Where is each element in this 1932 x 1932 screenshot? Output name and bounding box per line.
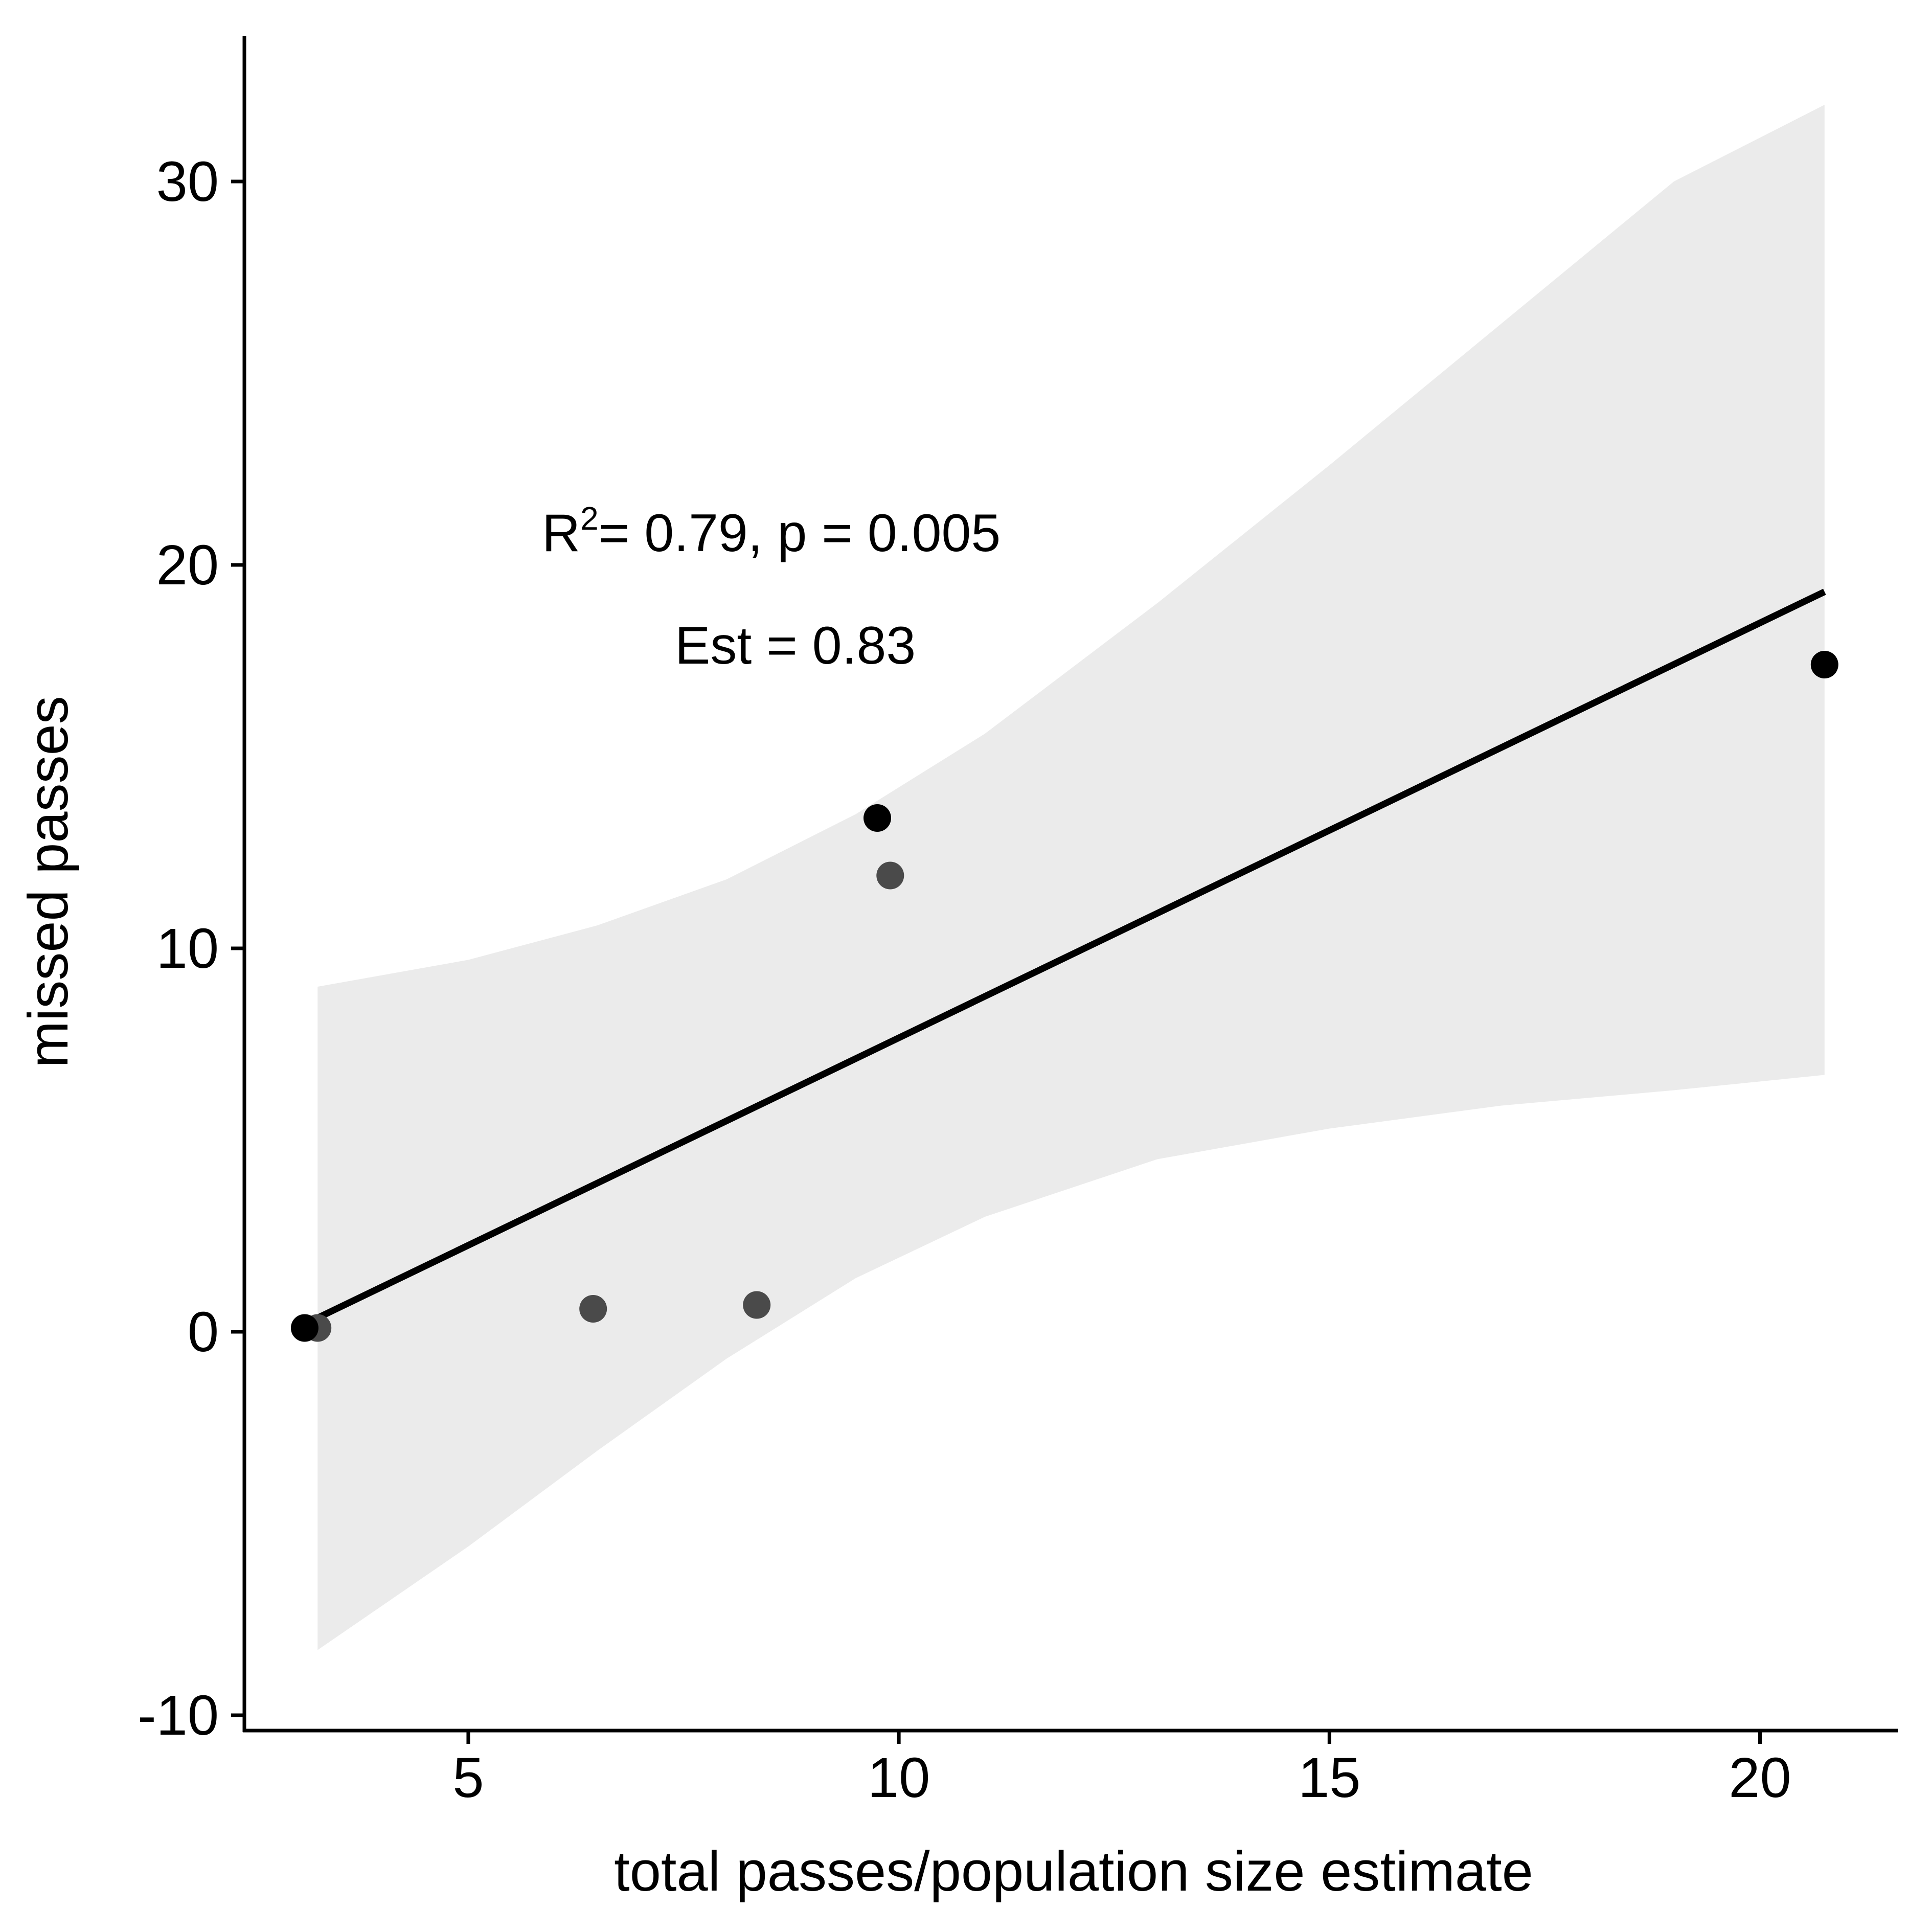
x-tick-label-20: 20	[1729, 1746, 1791, 1809]
annotation-r2-prefix: R	[542, 504, 580, 563]
y-tick-label--10: -10	[138, 1684, 219, 1747]
fit-line	[303, 588, 1826, 1327]
x-tick-label-10: 10	[868, 1746, 930, 1809]
annotation-r2-superscript: 2	[580, 500, 599, 537]
confidence-band-layer	[317, 105, 1825, 1650]
axes-layer: -10 0 10 20 30 5 10 15 20	[138, 36, 1898, 1809]
points-layer	[290, 651, 1838, 1342]
y-tick-label-20: 20	[156, 534, 219, 597]
y-tick-label-30: 30	[156, 150, 219, 213]
data-point-6	[1810, 651, 1838, 678]
fit-line-layer	[303, 588, 1826, 1327]
y-tick-label-0: 0	[188, 1301, 219, 1363]
annotation-r2: R2= 0.79, p = 0.005	[542, 500, 1001, 563]
x-tick-label-5: 5	[452, 1746, 484, 1809]
y-axis-label: missed passes	[17, 696, 80, 1068]
y-tick-label-10: 10	[156, 917, 219, 980]
confidence-band	[317, 105, 1825, 1650]
annotation-est: Est = 0.83	[675, 616, 916, 675]
x-tick-label-15: 15	[1298, 1746, 1360, 1809]
data-point-7	[290, 1314, 319, 1342]
data-point-3	[743, 1291, 771, 1319]
x-axis-label: total passes/population size estimate	[614, 1840, 1533, 1903]
data-point-2	[579, 1295, 607, 1323]
annotation-r2-text: = 0.79, p = 0.005	[599, 504, 1001, 563]
data-point-4	[863, 804, 892, 832]
data-point-5	[876, 861, 904, 890]
